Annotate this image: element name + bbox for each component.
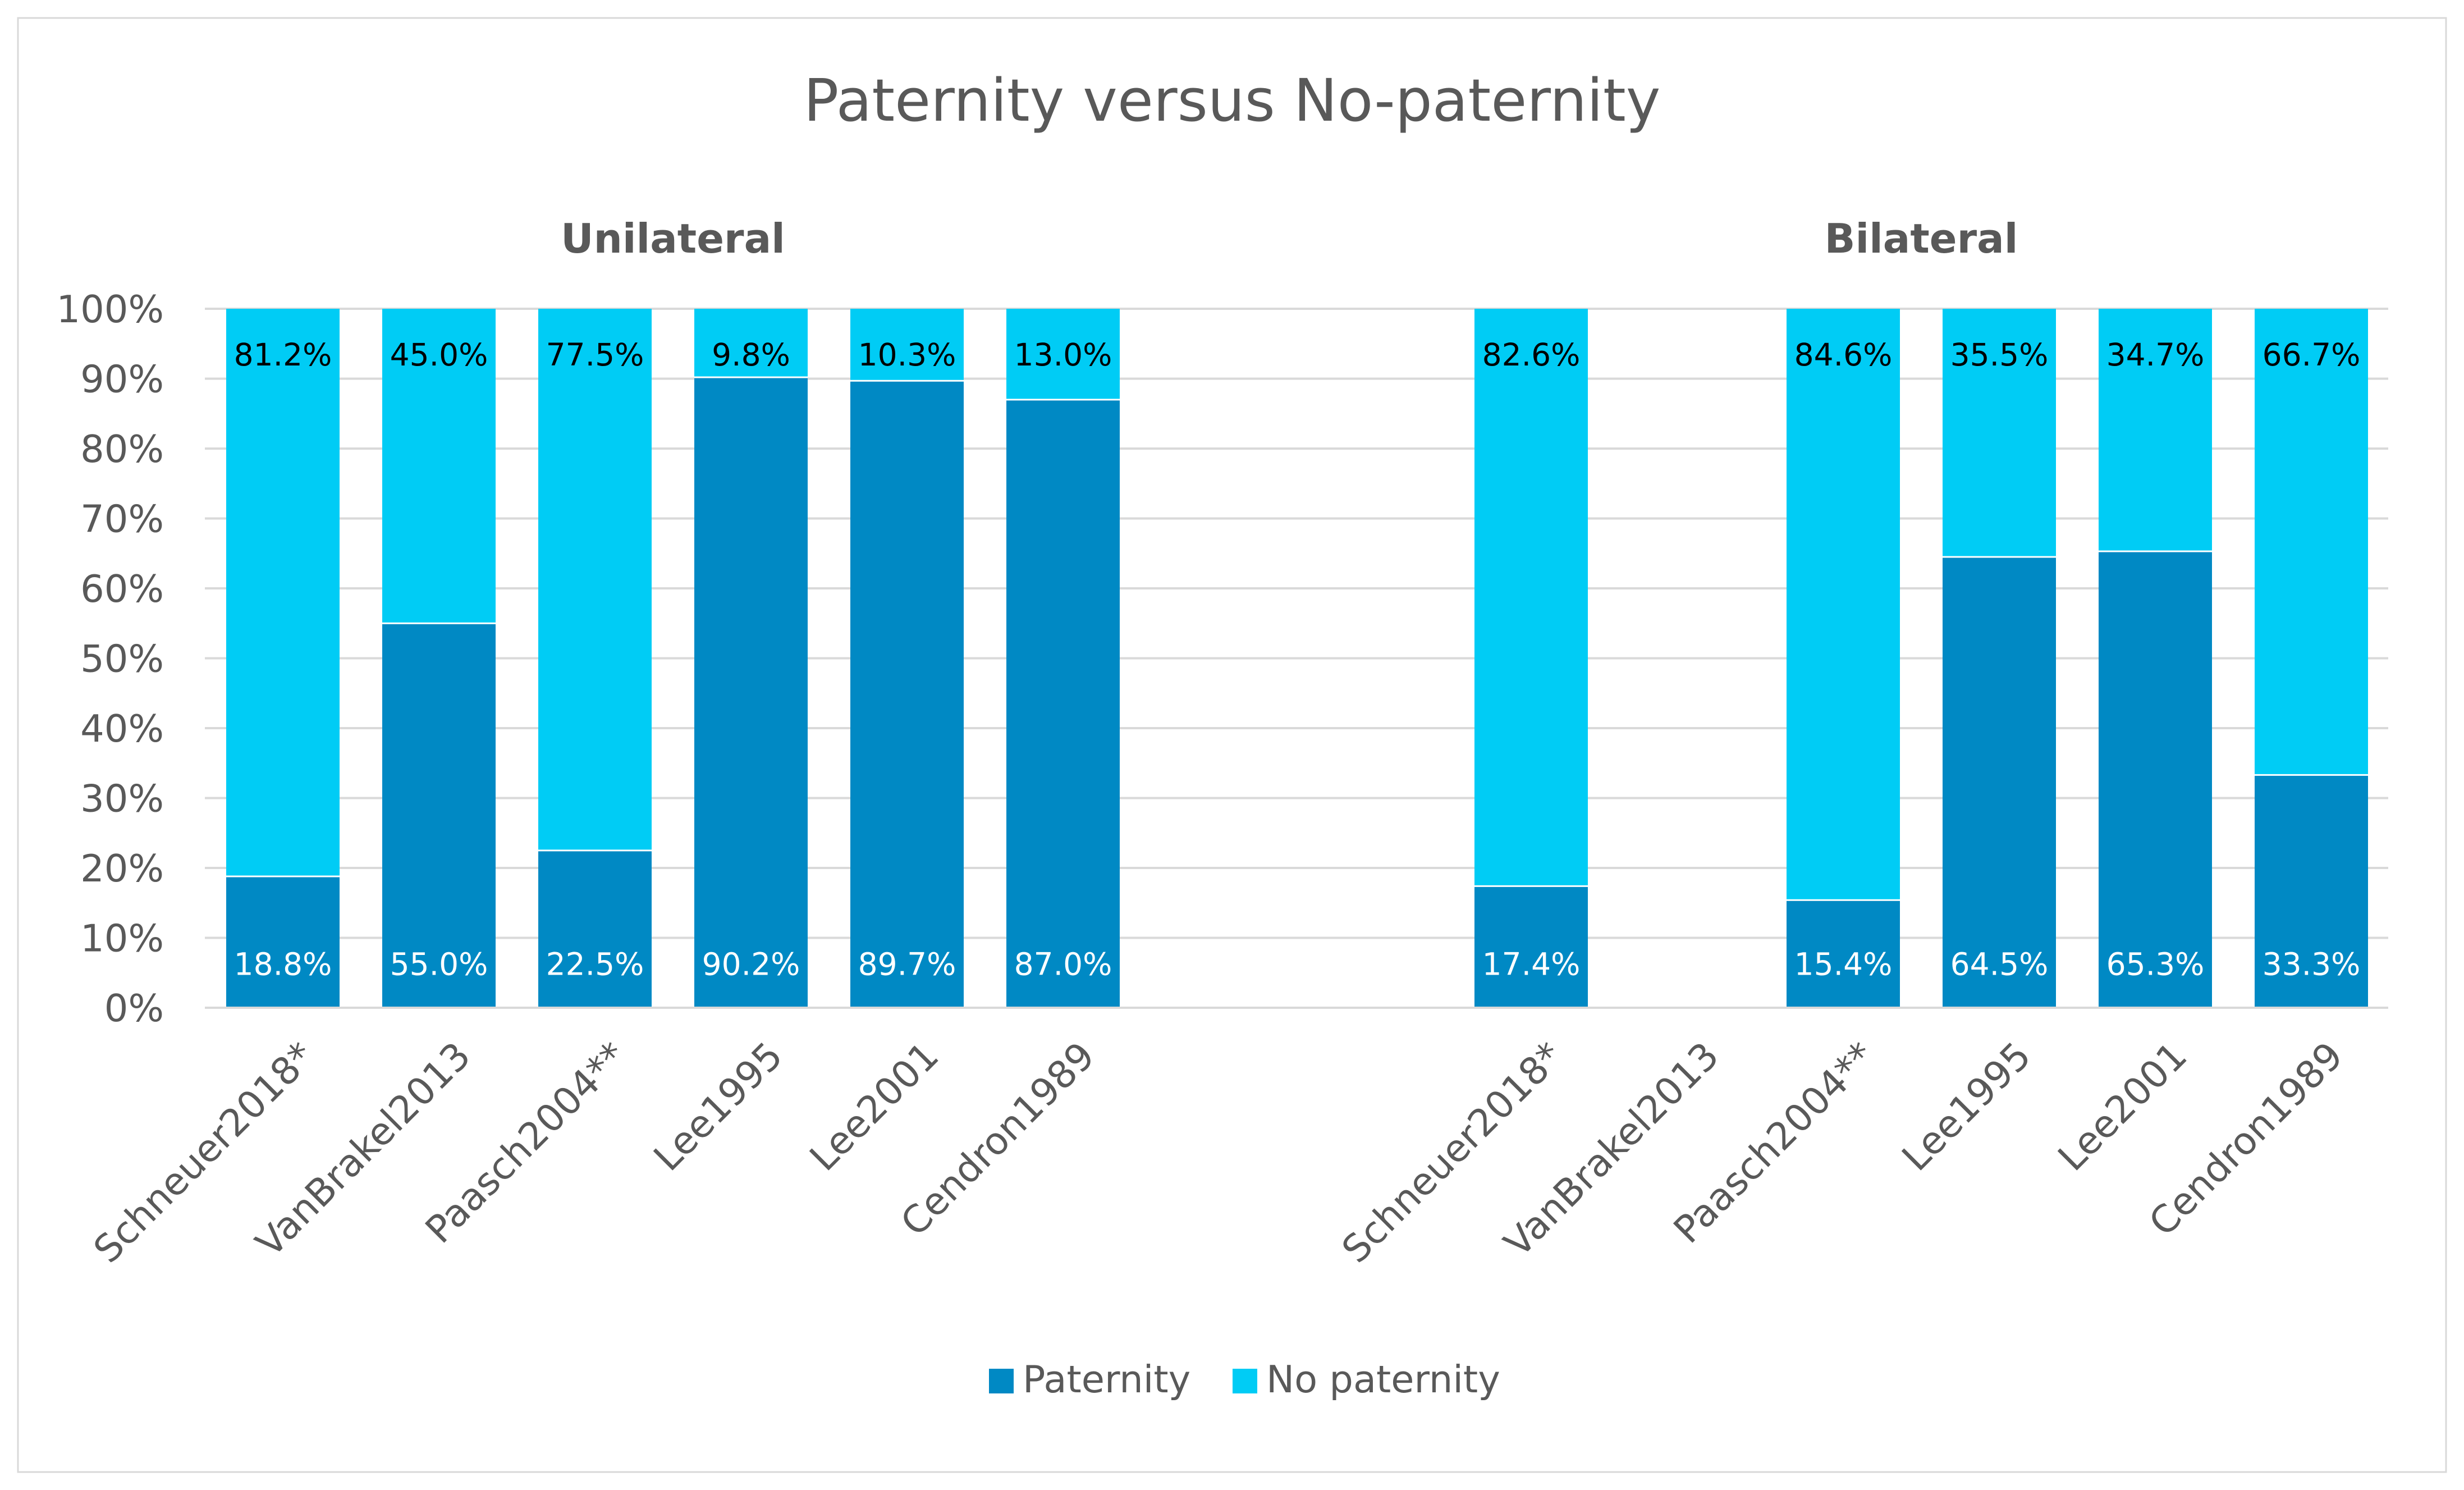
bar-no-paternity-bilateral — [1474, 309, 1588, 886]
data-label-no-paternity: 13.0% — [1014, 337, 1112, 373]
y-tick-label: 40% — [80, 707, 164, 751]
data-label-no-paternity: 10.3% — [858, 337, 956, 373]
bar-no-paternity-bilateral — [1787, 309, 1900, 901]
chart-title: Paternity versus No-paternity — [804, 66, 1661, 135]
bar-paternity-bilateral — [2099, 551, 2212, 1008]
bar-paternity-bilateral — [1474, 886, 1588, 1008]
x-tick-label: Lee1995 — [645, 1034, 791, 1180]
bar-paternity-unilateral — [1006, 399, 1120, 1008]
y-tick-label: 90% — [80, 358, 164, 401]
data-label-paternity: 33.3% — [2263, 947, 2361, 982]
bar-no-paternity-unilateral — [382, 309, 496, 624]
legend-swatch-paternity — [989, 1369, 1014, 1393]
group-label-bilateral: Bilateral — [1825, 215, 2018, 262]
bar-no-paternity-bilateral — [2255, 309, 2368, 775]
data-label-paternity: 90.2% — [702, 947, 800, 982]
bar-paternity-unilateral — [382, 623, 496, 1008]
data-label-paternity: 64.5% — [1950, 947, 2049, 982]
group-label-unilateral: Unilateral — [561, 215, 785, 262]
y-tick-label: 70% — [80, 497, 164, 541]
legend-swatch-no-paternity — [1233, 1369, 1257, 1393]
data-label-paternity: 15.4% — [1794, 947, 1893, 982]
data-label-paternity: 22.5% — [546, 947, 644, 982]
y-tick-label: 80% — [80, 427, 164, 471]
data-label-no-paternity: 77.5% — [546, 337, 644, 373]
data-label-no-paternity: 82.6% — [1482, 337, 1581, 373]
bar-no-paternity-unilateral — [226, 309, 340, 876]
data-label-no-paternity: 34.7% — [2106, 337, 2205, 373]
bar-paternity-bilateral — [2255, 775, 2368, 1008]
bar-no-paternity-unilateral — [850, 309, 964, 381]
bar-no-paternity-bilateral — [2099, 309, 2212, 552]
data-label-no-paternity: 35.5% — [1950, 337, 2049, 373]
y-tick-label: 100% — [56, 287, 164, 331]
bar-paternity-unilateral — [694, 377, 808, 1008]
x-tick-label: Lee2001 — [2050, 1034, 2196, 1180]
y-tick-label: 20% — [80, 847, 164, 890]
y-tick-label: 0% — [104, 986, 164, 1030]
data-label-paternity: 55.0% — [390, 947, 488, 982]
legend-label-no-paternity: No paternity — [1266, 1358, 1500, 1401]
data-label-paternity: 89.7% — [858, 947, 956, 982]
x-tick-label: Lee2001 — [802, 1034, 947, 1180]
bar-paternity-unilateral — [226, 876, 340, 1008]
bar-no-paternity-unilateral — [538, 309, 652, 851]
data-label-no-paternity: 81.2% — [234, 337, 332, 373]
data-label-paternity: 65.3% — [2106, 947, 2205, 982]
data-label-paternity: 87.0% — [1014, 947, 1112, 982]
data-label-no-paternity: 9.8% — [712, 337, 790, 373]
bar-paternity-bilateral — [1943, 556, 2056, 1008]
data-label-no-paternity: 84.6% — [1794, 337, 1893, 373]
y-tick-label: 10% — [80, 917, 164, 961]
bar-no-paternity-unilateral — [1006, 309, 1120, 400]
bar-paternity-unilateral — [850, 381, 964, 1008]
data-label-paternity: 18.8% — [234, 947, 332, 982]
chart-border — [17, 17, 2447, 1473]
bar-no-paternity-bilateral — [1943, 309, 2056, 557]
y-tick-label: 60% — [80, 567, 164, 611]
data-label-paternity: 17.4% — [1482, 947, 1581, 982]
bar-paternity-unilateral — [538, 850, 652, 1008]
data-label-no-paternity: 66.7% — [2263, 337, 2361, 373]
data-label-no-paternity: 45.0% — [390, 337, 488, 373]
x-tick-label: Lee1995 — [1894, 1034, 2040, 1180]
y-tick-label: 50% — [80, 637, 164, 681]
bar-paternity-bilateral — [1787, 900, 1900, 1008]
bar-no-paternity-unilateral — [694, 309, 808, 378]
y-tick-label: 30% — [80, 777, 164, 821]
legend-label-paternity: Paternity — [1023, 1358, 1190, 1401]
